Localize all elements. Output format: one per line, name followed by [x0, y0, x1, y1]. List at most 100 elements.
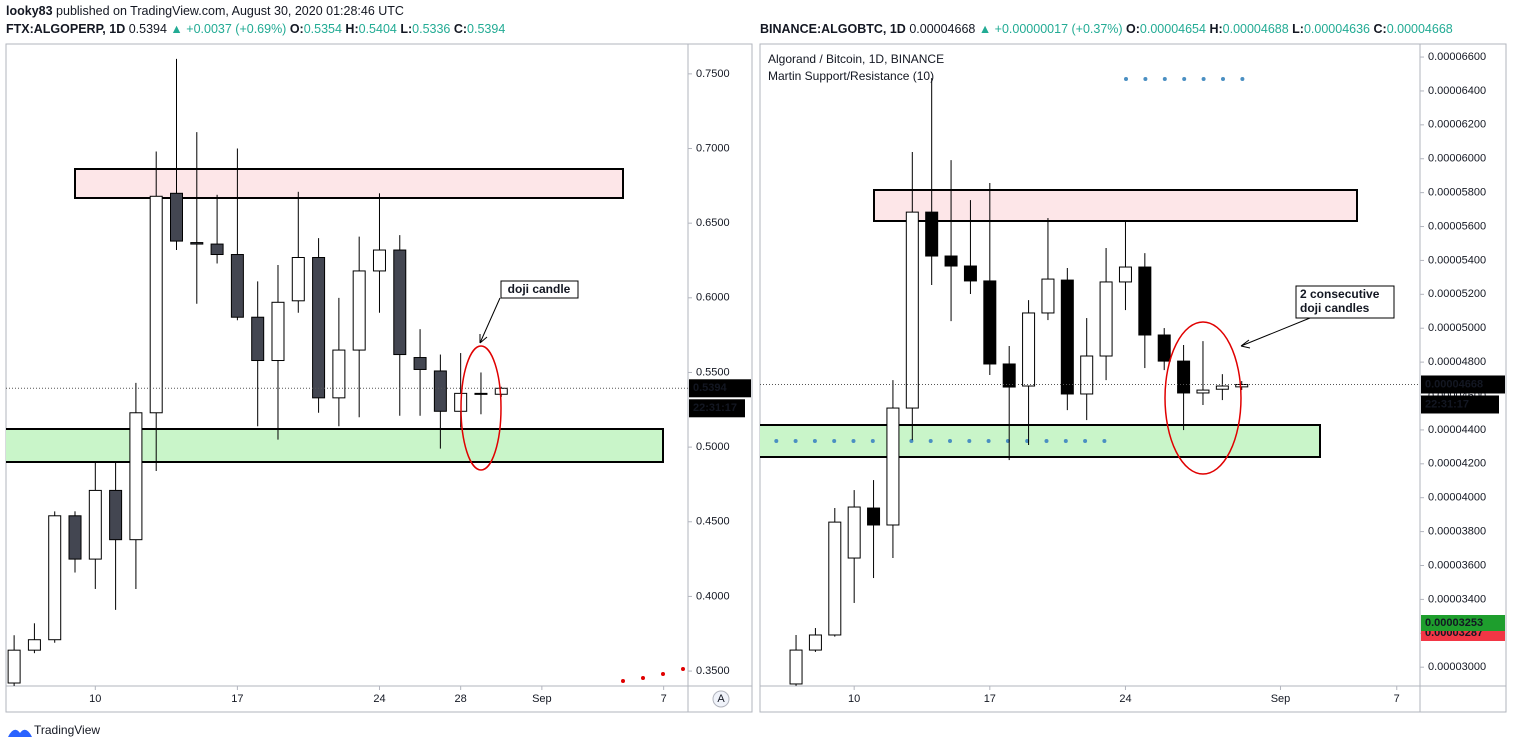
x-tick-label: 24: [1119, 693, 1131, 705]
countdown-box: [689, 399, 745, 418]
plot-area: [6, 58, 685, 686]
indicator-dot: [1221, 77, 1225, 81]
x-tick-label: 28: [455, 693, 467, 705]
y-tick-label: 0.00003800: [1428, 526, 1486, 538]
scale-button-bg: [712, 690, 730, 708]
annotation-arrow: [1240, 317, 1311, 349]
countdown-box: [1421, 395, 1499, 414]
x-tick-label: 7: [661, 693, 667, 705]
candle-body: [1060, 279, 1074, 395]
x-tick-label: 24: [373, 693, 385, 705]
highlight-ellipse: [1164, 321, 1242, 475]
indicator-dot: [1063, 439, 1068, 443]
y-tick-label: 0.00006000: [1428, 153, 1486, 165]
indicator-dot: [641, 676, 645, 680]
annotation-box: [500, 280, 579, 299]
header-part: 0.5404: [359, 22, 397, 36]
candle-body: [291, 257, 305, 302]
y-tick-label: 0.00003600: [1428, 559, 1486, 571]
indicator-dot: [870, 439, 875, 443]
last-price-box: [1421, 375, 1505, 394]
candle-body: [474, 392, 488, 395]
scale-button: A: [717, 693, 725, 705]
highlight-ellipse: [460, 345, 502, 471]
candle-body: [109, 489, 123, 541]
candle-body: [149, 195, 163, 414]
y-tick-label: 0.00005400: [1428, 254, 1486, 266]
indicator-dot: [948, 439, 952, 443]
candle-body: [789, 649, 803, 685]
y-tick-label: 0.00004000: [1428, 492, 1486, 504]
header-part: published on TradingView.com, August 30,…: [53, 4, 404, 18]
candle-body: [905, 211, 919, 409]
indicator-dot: [928, 439, 933, 443]
candle-body: [1099, 281, 1113, 357]
x-tick-label: 7: [1394, 693, 1400, 705]
last-price-label: 0.5394: [693, 382, 728, 394]
x-tick-label: Sep: [1271, 693, 1291, 705]
candle-body: [190, 242, 204, 245]
candle-body: [1002, 363, 1016, 388]
header-part: L:: [1289, 22, 1304, 36]
annotation: doji candle: [508, 282, 571, 296]
y-tick-label: 0.6000: [696, 292, 730, 304]
indicator-dot: [812, 439, 817, 443]
candle-body: [1196, 389, 1210, 394]
header-part: ▲ +0.00000017 (+0.37%): [975, 22, 1122, 36]
candle-body: [68, 515, 82, 560]
header-part: 0.5336: [412, 22, 450, 36]
candle-body: [963, 265, 977, 282]
indicator-dot: [967, 439, 972, 443]
legend-line: Algorand / Bitcoin, 1D, BINANCE: [768, 52, 944, 66]
indicator-dot: [986, 439, 991, 443]
header-part: C:: [1370, 22, 1387, 36]
header-part: O:: [286, 22, 303, 36]
candle-body: [271, 301, 285, 362]
header-part: L:: [397, 22, 412, 36]
annotation-arrow: [479, 297, 501, 344]
x-tick-label: 10: [848, 693, 860, 705]
price-tag: 0.00003253: [1425, 617, 1483, 629]
candle-body: [828, 521, 842, 636]
candle-body: [372, 249, 386, 272]
indicator-dot: [1182, 77, 1187, 81]
candle-body: [1235, 383, 1249, 388]
candle-body: [27, 639, 41, 651]
y-tick-label: 0.3500: [696, 665, 730, 677]
candle-body: [1118, 266, 1132, 283]
resistance-zone: [74, 168, 624, 199]
candle-body: [332, 349, 346, 399]
y-tick-label: 0.7500: [696, 68, 730, 80]
header-line: looky83 published on TradingView.com, Au…: [6, 4, 404, 18]
last-price-box: [689, 379, 751, 398]
indicator-dot: [1044, 439, 1049, 443]
header-part: FTX:ALGOPERP, 1D: [6, 22, 125, 36]
indicator-dot: [832, 439, 837, 443]
countdown-label: 22:31:17: [1425, 398, 1469, 410]
candle-body: [1215, 385, 1229, 390]
x-tick-label: 17: [231, 693, 243, 705]
y-tick-label: 0.4500: [696, 516, 730, 528]
header-part: 0.00004668: [906, 22, 976, 36]
y-tick-label: 0.4000: [696, 590, 730, 602]
y-tick-label: 0.00005800: [1428, 187, 1486, 199]
y-tick-label: 0.00004200: [1428, 458, 1486, 470]
indicator-dot: [1201, 77, 1206, 81]
header-part: C:: [450, 22, 467, 36]
header-part: H:: [342, 22, 359, 36]
header-part: 0.5394: [125, 22, 167, 36]
resistance-zone: [873, 189, 1358, 222]
candle-body: [808, 634, 822, 651]
candle-body: [847, 506, 861, 559]
header-part: 0.5394: [467, 22, 505, 36]
header-part: O:: [1123, 22, 1140, 36]
indicator-dot: [1240, 77, 1245, 81]
annotation: 2 consecutive: [1300, 287, 1380, 301]
candle-body: [944, 255, 958, 267]
candle-body: [1157, 334, 1171, 362]
header-part: 0.00004688: [1223, 22, 1289, 36]
candle-body: [88, 489, 102, 560]
y-tick-label: 0.00006600: [1428, 51, 1486, 63]
plot-area: [760, 77, 1358, 686]
